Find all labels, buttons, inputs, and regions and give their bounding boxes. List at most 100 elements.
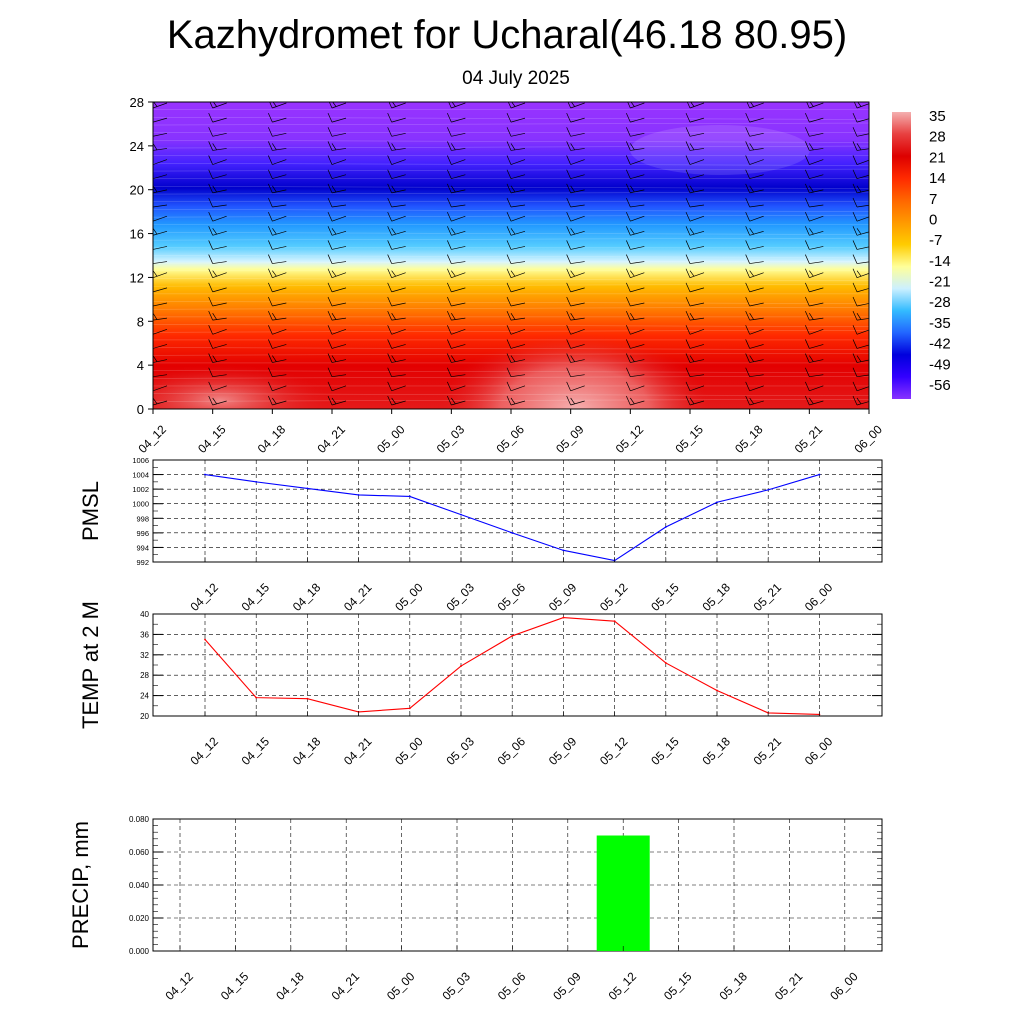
wind-barb-staff bbox=[689, 359, 705, 363]
wind-barb-staff bbox=[272, 159, 287, 165]
wind-barb bbox=[745, 183, 764, 194]
wind-barb-feather bbox=[451, 270, 456, 277]
wind-barb-feather bbox=[852, 212, 858, 222]
wind-barb bbox=[685, 395, 705, 406]
wind-barb bbox=[208, 226, 227, 236]
wind-barb-feather bbox=[852, 113, 858, 123]
wind-barb-staff bbox=[153, 344, 168, 349]
wind-barb bbox=[153, 143, 168, 151]
wind-barb-feather bbox=[153, 361, 154, 363]
wind-barb-feather bbox=[511, 102, 516, 107]
wind-barb bbox=[805, 339, 824, 349]
wind-barb-staff bbox=[809, 359, 824, 363]
wind-barb-feather bbox=[852, 395, 858, 406]
pmsl-data-point bbox=[511, 531, 514, 534]
wind-barb bbox=[153, 287, 168, 293]
wind-barb-feather bbox=[268, 282, 273, 292]
heatmap-ytick-label: 8 bbox=[137, 314, 144, 329]
wind-barb-staff bbox=[331, 344, 347, 349]
wind-barb-feather bbox=[451, 312, 456, 320]
wind-barb-feather bbox=[391, 355, 396, 362]
wind-barb bbox=[208, 367, 227, 378]
wind-barb-staff bbox=[570, 132, 585, 137]
wind-barb-feather bbox=[208, 141, 213, 151]
wind-barb-feather bbox=[208, 325, 213, 335]
precip-xtick-label: 05_09 bbox=[550, 969, 584, 1003]
wind-barb-feather bbox=[685, 311, 691, 321]
wind-barb-staff bbox=[331, 302, 347, 307]
wind-barb bbox=[327, 311, 347, 321]
pmsl-xtick-label: 05_15 bbox=[648, 580, 682, 614]
wind-barb-feather bbox=[506, 353, 512, 363]
wind-barb bbox=[566, 325, 585, 335]
precip-xtick-label: 04_21 bbox=[329, 969, 363, 1003]
wind-barb bbox=[805, 127, 824, 137]
contour-line bbox=[153, 307, 869, 310]
wind-barb bbox=[327, 113, 347, 123]
wind-barb bbox=[567, 102, 585, 109]
wind-barb-feather bbox=[327, 268, 333, 278]
wind-barb-feather bbox=[387, 183, 392, 193]
wind-barb bbox=[268, 169, 287, 180]
wind-barb bbox=[566, 339, 585, 349]
wind-barb-feather bbox=[626, 183, 631, 193]
wind-barb-feather bbox=[852, 155, 858, 165]
wind-barb bbox=[745, 268, 764, 279]
wind-barb-feather bbox=[208, 254, 213, 264]
colorbar-label: -21 bbox=[929, 274, 951, 291]
wind-barb bbox=[327, 268, 347, 279]
contour-line bbox=[153, 232, 869, 235]
wind-barb bbox=[447, 367, 466, 378]
precip-ytick-label: 0.020 bbox=[129, 914, 150, 923]
wind-barb-feather bbox=[447, 226, 452, 236]
wind-barb-staff bbox=[272, 287, 287, 293]
wind-barb-staff bbox=[809, 261, 824, 264]
wind-barb-feather bbox=[626, 127, 631, 137]
wind-barb-feather bbox=[685, 268, 691, 278]
wind-barb-feather bbox=[630, 228, 635, 235]
wind-barb bbox=[387, 395, 406, 406]
precip-xtick-label: 05_12 bbox=[606, 969, 640, 1003]
wind-barb bbox=[566, 268, 585, 279]
wind-barb bbox=[268, 325, 287, 335]
wind-barb-feather bbox=[391, 102, 396, 107]
wind-barb-feather bbox=[745, 381, 750, 391]
wind-barb-staff bbox=[272, 302, 287, 307]
pmsl-data-point bbox=[255, 480, 258, 483]
wind-barb bbox=[566, 240, 585, 250]
temp-xtick-label: 05_06 bbox=[495, 734, 529, 768]
wind-barb-feather bbox=[570, 397, 575, 404]
wind-barb-staff bbox=[809, 189, 824, 194]
hot-area-afternoon bbox=[440, 334, 710, 409]
wind-barb-staff bbox=[570, 174, 585, 180]
wind-barb-staff bbox=[331, 117, 347, 123]
wind-barb-staff bbox=[630, 302, 645, 307]
wind-barb bbox=[685, 381, 705, 392]
wind-barb bbox=[269, 102, 287, 109]
wind-barb-staff bbox=[391, 302, 406, 307]
colorbar-label: 7 bbox=[929, 191, 937, 208]
pmsl-data-point bbox=[818, 473, 821, 476]
wind-barb-staff bbox=[630, 174, 645, 180]
wind-barb bbox=[268, 240, 287, 250]
heatmap-xtick-label: 05_00 bbox=[374, 422, 408, 456]
contour-line bbox=[153, 237, 869, 241]
wind-barb bbox=[685, 226, 705, 236]
wind-barb-staff bbox=[331, 132, 347, 137]
wind-barb-staff bbox=[451, 189, 466, 194]
wind-barb-feather bbox=[805, 296, 810, 307]
wind-barb-feather bbox=[506, 325, 512, 335]
wind-barb bbox=[153, 132, 168, 137]
wind-barb bbox=[745, 155, 764, 165]
wind-barb bbox=[745, 127, 764, 137]
wind-barb-feather bbox=[566, 353, 571, 363]
wind-barb-staff bbox=[689, 204, 705, 208]
wind-barb bbox=[566, 353, 585, 363]
wind-barb-feather bbox=[327, 311, 333, 321]
wind-barb bbox=[685, 141, 705, 151]
wind-barb-feather bbox=[745, 212, 750, 222]
wind-barb-feather bbox=[208, 268, 213, 278]
wind-barb bbox=[626, 254, 645, 264]
wind-barb-feather bbox=[387, 254, 392, 264]
wind-barb-feather bbox=[852, 254, 858, 264]
